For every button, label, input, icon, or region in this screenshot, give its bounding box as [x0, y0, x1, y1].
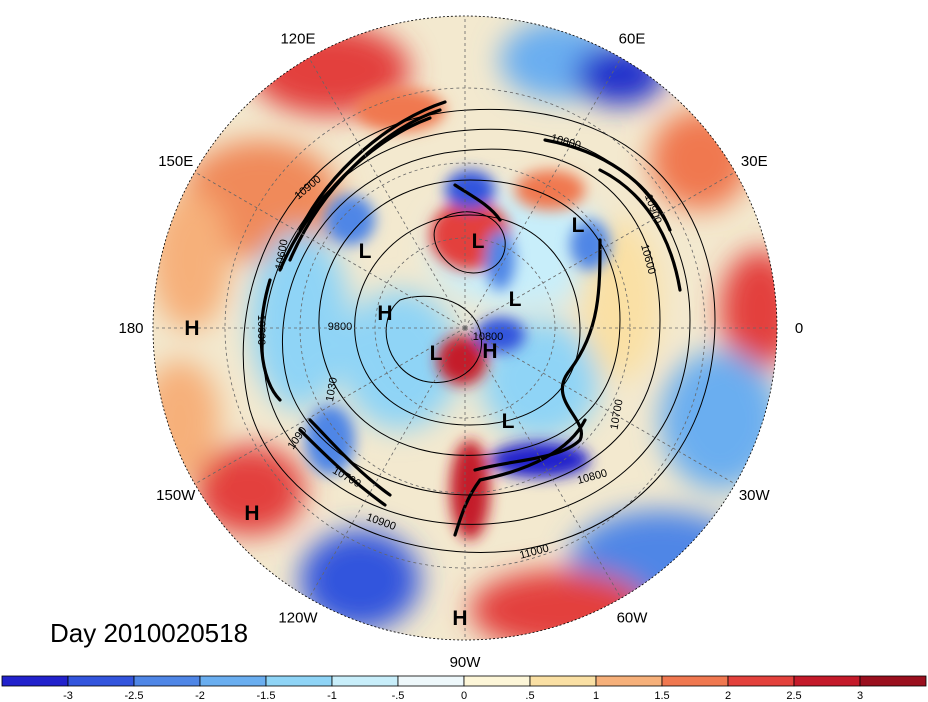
longitude-label: 120E [280, 31, 315, 48]
longitude-label: 30E [741, 153, 768, 170]
colorbar-swatch [529, 675, 597, 687]
high-center-label: H [184, 317, 199, 340]
low-center-label: L [472, 230, 485, 253]
colorbar: -3 -2.5 -2 -1.5 -1 -.5 0 .5 1 1.5 2 2.5 3 [1, 675, 927, 702]
high-center-label: H [482, 340, 497, 363]
low-center-label: L [509, 288, 522, 311]
pressure-centers: H H L L L L H L L H H [184, 214, 584, 630]
colorbar-swatch [595, 675, 663, 687]
meridian-line [464, 171, 736, 329]
colorbar-tick-label: -3 [63, 690, 73, 702]
low-center-label: L [502, 410, 515, 433]
colorbar-tick-label: -1.5 [257, 690, 276, 702]
contour-label: 9800 [328, 321, 352, 333]
colorbar-tick-label: -1 [327, 690, 337, 702]
colorbar-tick-label: 2.5 [786, 690, 801, 702]
meridian-line [194, 171, 466, 329]
polar-map: 90E 60E 30E 0 30W 60W 90W 120W 150W 180 150E 120E H… [118, 0, 803, 670]
meridian-line [464, 57, 622, 329]
low-center-label: L [359, 240, 372, 263]
colorbar-tick-label: 3 [857, 690, 863, 702]
colorbar-tick-label: 0 [461, 690, 467, 702]
longitude-label: 150W [156, 487, 196, 504]
contour-label: 10700 [608, 398, 625, 430]
longitude-label: 0 [795, 320, 803, 337]
high-center-label: H [244, 502, 259, 525]
colorbar-tick-label: -2.5 [125, 690, 144, 702]
meridian-line [308, 327, 466, 599]
colorbar-swatch [793, 675, 861, 687]
longitude-label: 30W [739, 487, 771, 504]
colorbar-swatch [331, 675, 399, 687]
colorbar-tick-label: 2 [725, 690, 731, 702]
colorbar-swatch [265, 675, 333, 687]
longitude-label: 60E [619, 31, 646, 48]
contour-label: 10600 [255, 315, 267, 346]
colorbar-tick-label: -.5 [392, 690, 405, 702]
longitude-label: 90W [450, 654, 482, 670]
longitude-label: 180 [118, 320, 143, 337]
colorbar-tick-label: -2 [195, 690, 205, 702]
high-center-label: H [452, 607, 467, 630]
graticule [152, 15, 778, 641]
colorbar-swatch [727, 675, 795, 687]
colorbar-swatch [133, 675, 201, 687]
colorbar-tick-label: 1.5 [654, 690, 669, 702]
colorbar-swatch [199, 675, 267, 687]
longitude-label: 60W [617, 609, 649, 626]
longitude-label: 90E [452, 0, 479, 3]
longitude-label: 120W [278, 609, 318, 626]
colorbar-swatch [1, 675, 69, 687]
colorbar-swatch [67, 675, 135, 687]
meridian-line [308, 57, 466, 329]
contour-label: 1030 [324, 376, 340, 402]
low-center-label: L [572, 214, 585, 237]
high-center-label: H [377, 302, 392, 325]
colorbar-tick-label: .5 [525, 690, 534, 702]
colorbar-swatch [397, 675, 465, 687]
longitude-labels: 90E 60E 30E 0 30W 60W 90W 120W 150W 180 150E 120E [118, 0, 803, 670]
meridian-line [464, 327, 736, 485]
colorbar-swatch [859, 675, 927, 687]
page-title: Day 2010020518 [50, 618, 249, 648]
height-contours [242, 100, 716, 553]
meridian-line [194, 327, 466, 485]
colorbar-tick-label: 1 [593, 690, 599, 702]
meridian-line [464, 327, 622, 599]
longitude-label: 150E [158, 153, 193, 170]
contour-label: 10800 [473, 331, 504, 343]
contour-label: 10600 [273, 238, 290, 270]
colorbar-swatch [463, 675, 531, 687]
low-center-label: L [430, 342, 443, 365]
colorbar-swatch [661, 675, 729, 687]
